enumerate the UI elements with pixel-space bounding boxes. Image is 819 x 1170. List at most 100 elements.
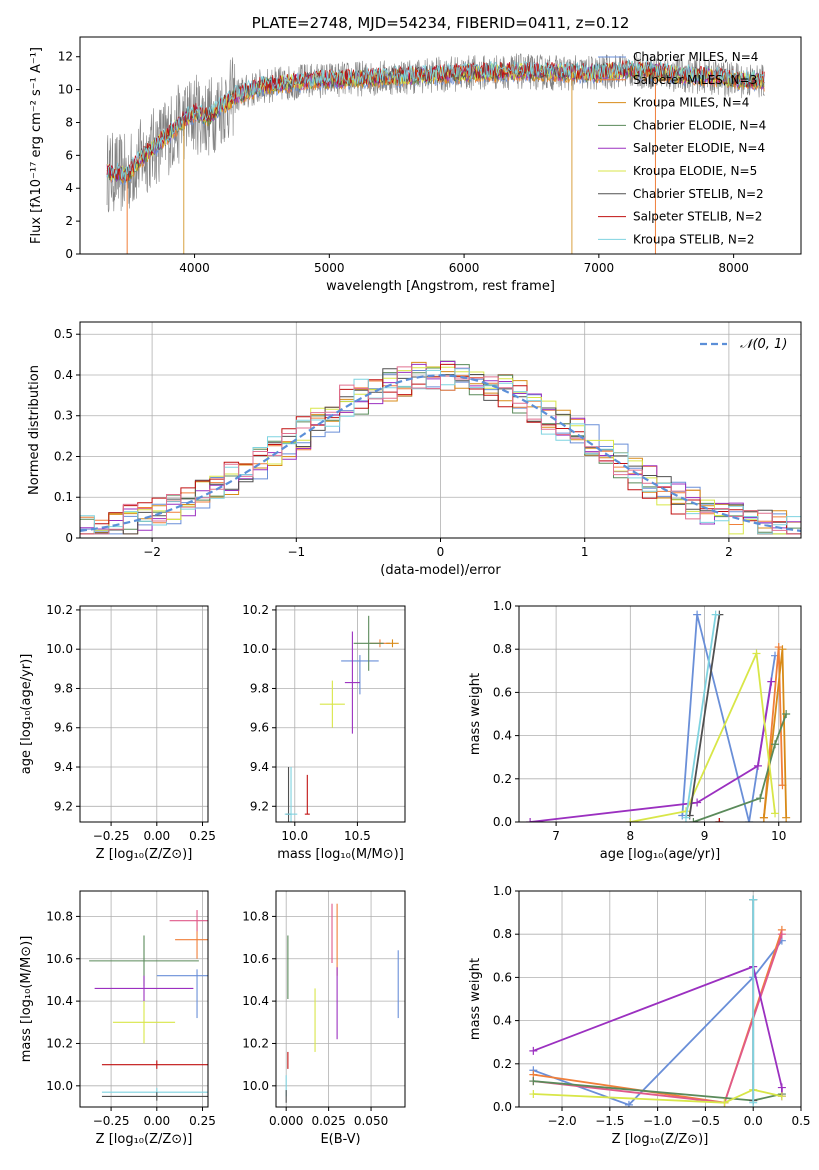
weight-marker — [693, 798, 702, 807]
y-tick-label: 10 — [58, 83, 73, 97]
weight-marker — [624, 1100, 633, 1107]
weight-marker — [782, 813, 791, 822]
weight-marker — [749, 895, 758, 904]
x-tick-label: 7000 — [584, 261, 615, 275]
weight-marker — [626, 818, 635, 822]
y-tick-label: 0.6 — [493, 685, 512, 699]
y-tick-label: 10.0 — [46, 642, 73, 656]
x-tick-label: −2.0 — [547, 1114, 576, 1128]
x-tick-label: 2 — [725, 545, 733, 559]
y-tick-label: 0.2 — [493, 772, 512, 786]
y-tick-label: 0.4 — [493, 729, 512, 743]
y-tick-label: 6 — [65, 148, 73, 162]
y-tick-label: 0 — [65, 531, 73, 545]
weight-vs-metallicity-panel: −2.0 −1.5 −1.0 −0.5 0.0 0.5 0.0 0.2 0.4 0.6 0.8 1.0… — [468, 884, 811, 1147]
gaussian-curve — [80, 374, 801, 532]
weight-marker — [745, 818, 754, 822]
axes-frame — [79, 36, 802, 255]
x-axis-label: (data-model)/error — [380, 563, 501, 578]
x-tick-label: 1 — [581, 545, 589, 559]
weight-marker — [689, 818, 698, 822]
x-tick-label: 9 — [701, 829, 709, 843]
weight-marker — [711, 610, 720, 619]
x-axis-label: Z [log₁₀(Z/Z⊙)] — [96, 1132, 193, 1147]
y-tick-label: 4 — [65, 181, 73, 195]
y-tick-label: 0.6 — [493, 970, 512, 984]
x-tick-label: 0.025 — [311, 1114, 345, 1128]
weight-lines — [526, 610, 791, 822]
weight-marker — [720, 1098, 729, 1107]
weight-series-line — [693, 713, 788, 822]
weight-marker — [753, 761, 762, 770]
weight-marker — [681, 813, 690, 822]
chart-title: PLATE=2748, MJD=54234, FIBERID=0411, z=0… — [252, 14, 630, 32]
y-axis-label: mass weight — [468, 958, 483, 1040]
y-tick-label: 0.0 — [493, 815, 512, 829]
x-tick-label: −1 — [287, 545, 305, 559]
axes-frame — [79, 605, 209, 823]
y-tick-label: 0.0 — [493, 1100, 512, 1114]
x-tick-label: 8 — [626, 829, 634, 843]
y-tick-label: 1.0 — [493, 599, 512, 613]
y-tick-label: 9.6 — [250, 721, 269, 735]
legend-entry: Salpeter MILES, N=3 — [633, 73, 757, 87]
x-tick-label: −1.0 — [643, 1114, 672, 1128]
spectrum-panel: 4000 5000 6000 7000 8000 0 2 4 6 8 10 12 PLATE=2748,… — [29, 14, 802, 294]
weight-marker — [526, 818, 535, 822]
y-tick-label: 10.0 — [46, 1079, 73, 1093]
x-axis-label: Z [log₁₀(Z/Z⊙)] — [96, 847, 193, 862]
y-tick-label: 1.0 — [493, 884, 512, 898]
x-axis-label: mass [log₁₀(M/M⊙)] — [277, 847, 404, 862]
y-tick-label: 10.2 — [46, 1036, 73, 1050]
y-tick-label: 12 — [58, 50, 73, 64]
x-tick-label: 8000 — [718, 261, 749, 275]
y-tick-label: 0 — [65, 247, 73, 261]
axes-frame — [275, 605, 406, 823]
x-tick-label: 0 — [437, 545, 445, 559]
age-vs-mass-panel: 10.0 10.5 9.2 9.4 9.6 9.8 10.0 10.2 mass [log₁₀(… — [242, 603, 406, 862]
errorbars — [89, 910, 208, 1101]
weight-series-line — [763, 649, 788, 818]
axes-frame — [518, 605, 802, 823]
model-spectrum-line — [106, 60, 765, 182]
x-axis-label: Z [log₁₀(Z/Z⊙)] — [612, 1132, 709, 1147]
y-tick-label: 10.6 — [242, 952, 269, 966]
x-tick-label: −0.5 — [691, 1114, 720, 1128]
weight-marker — [767, 677, 776, 686]
x-tick-label: 0.000 — [269, 1114, 303, 1128]
y-axis-label: age [log₁₀(age/yr)] — [19, 654, 34, 775]
y-tick-label: 2 — [65, 214, 73, 228]
x-tick-label: 10.0 — [281, 829, 308, 843]
weight-vs-age-panel: 7 8 9 10 0.0 0.2 0.4 0.6 0.8 1.0 age [log₁₀(age/yr… — [468, 599, 802, 862]
weight-marker — [771, 809, 780, 818]
weight-marker — [529, 1077, 538, 1086]
legend-entry: 𝒩(0, 1) — [740, 337, 787, 352]
weight-series-line — [685, 614, 717, 818]
weight-marker — [529, 1046, 538, 1055]
y-tick-label: 9.8 — [250, 681, 269, 695]
y-tick-label: 10.0 — [242, 642, 269, 656]
weight-series-line — [688, 614, 721, 816]
y-tick-label: 10.4 — [242, 994, 269, 1008]
y-tick-label: 0.5 — [54, 327, 73, 341]
y-tick-label: 9.2 — [54, 799, 73, 813]
weight-marker — [778, 645, 787, 654]
mass-vs-metallicity-panel: −0.25 0.00 0.25 10.0 10.2 10.4 10.6 10.8 Z [log₁… — [19, 890, 216, 1147]
weight-marker — [771, 740, 780, 749]
x-tick-label: 0.050 — [354, 1114, 388, 1128]
x-tick-label: 0.5 — [791, 1114, 810, 1128]
x-tick-label: 0.00 — [143, 1114, 170, 1128]
weight-marker — [777, 1083, 786, 1092]
y-tick-label: 9.2 — [250, 799, 269, 813]
legend-entry: Kroupa ELODIE, N=5 — [633, 164, 757, 178]
histograms — [80, 360, 801, 535]
y-tick-label: 9.8 — [54, 681, 73, 695]
weight-marker — [759, 813, 768, 822]
x-tick-label: −0.25 — [93, 829, 130, 843]
legend-entry: Kroupa STELIB, N=2 — [633, 232, 755, 246]
y-tick-label: 10.2 — [242, 603, 269, 617]
y-tick-label: 0.4 — [493, 1014, 512, 1028]
mass-vs-extinction-panel: 0.000 0.025 0.050 10.0 10.2 10.4 10.6 10.8 E(B-V… — [242, 890, 406, 1147]
axes-frame — [275, 890, 406, 1108]
